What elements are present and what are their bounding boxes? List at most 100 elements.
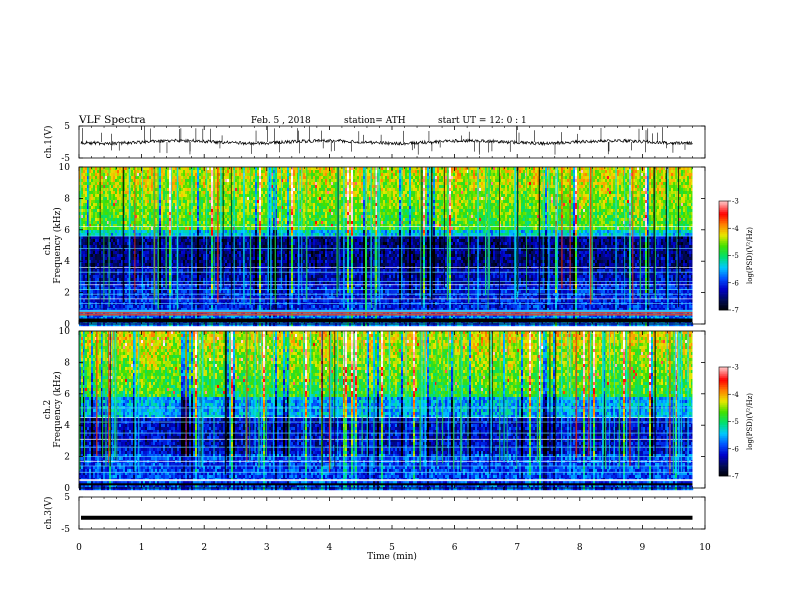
spectrogram-cell <box>621 173 623 176</box>
spectrogram-cell <box>581 176 583 179</box>
spectrogram-cell <box>257 182 259 185</box>
spectrogram-cell <box>663 173 665 176</box>
spectrogram-cell <box>535 200 537 203</box>
spectrogram-cell <box>317 200 319 203</box>
spectrogram-cell <box>599 188 601 191</box>
spectrogram-cell <box>483 182 485 185</box>
spectrogram-cell <box>293 167 295 170</box>
spectrogram-cell <box>637 170 639 173</box>
spectrogram-cell <box>349 188 351 191</box>
spectrogram-cell <box>85 203 87 206</box>
spectrogram-cell <box>309 182 311 185</box>
spectrogram-cell <box>295 194 297 197</box>
spectrogram-cell <box>199 188 201 191</box>
spectrogram-cell <box>159 182 161 185</box>
spectrogram-cell <box>627 182 629 185</box>
spectrogram-cell <box>227 185 229 188</box>
spectrogram-cell <box>579 188 581 191</box>
spectrogram-cell <box>163 197 165 200</box>
spectrogram-cell <box>411 197 413 200</box>
spectrogram-cell <box>101 197 103 200</box>
spectrogram-cell <box>469 173 471 176</box>
spectrogram-cell <box>681 170 683 173</box>
spectrogram-cell <box>265 197 267 200</box>
spectrogram-cell <box>81 182 83 185</box>
spectrogram-cell <box>575 173 577 176</box>
spectrogram-cell <box>455 179 457 182</box>
spectrogram-cell <box>277 176 279 179</box>
spectrogram-cell <box>535 197 537 200</box>
spectrogram-cell <box>493 185 495 188</box>
spectrogram-cell <box>105 182 107 185</box>
spectrogram-cell <box>115 182 117 185</box>
spectrogram-cell <box>321 170 323 173</box>
spectrogram-cell <box>251 188 253 191</box>
spectrogram-cell <box>407 188 409 191</box>
spectrogram-cell <box>399 197 401 200</box>
spectrogram-cell <box>473 170 475 173</box>
spectrogram-cell <box>559 170 561 173</box>
spectrogram-cell <box>353 176 355 179</box>
spectrogram-cell <box>437 191 439 194</box>
spectrogram-cell <box>651 200 653 203</box>
spectrogram-cell <box>183 194 185 197</box>
spectrogram-cell <box>253 179 255 182</box>
spectrogram-cell <box>113 182 115 185</box>
spectrogram-cell <box>475 176 477 179</box>
spectrogram-cell <box>545 194 547 197</box>
spectrogram-cell <box>505 197 507 200</box>
spectrogram-cell <box>493 170 495 173</box>
spectrogram-cell <box>105 203 107 206</box>
spectrogram-cell <box>417 185 419 188</box>
spectrogram-cell <box>553 179 555 182</box>
spectrogram-cell <box>527 179 529 182</box>
spectrogram-cell <box>329 182 331 185</box>
spectrogram-cell <box>187 170 189 173</box>
spectrogram-cell <box>159 188 161 191</box>
spectrogram-cell <box>209 188 211 191</box>
spectrogram-cell <box>95 200 97 203</box>
spectrogram-cell <box>97 170 99 173</box>
spectrogram-cell <box>237 200 239 203</box>
spectrogram-cell <box>461 173 463 176</box>
spectrogram-cell <box>195 179 197 182</box>
spectrogram-cell <box>333 176 335 179</box>
spectrogram-cell <box>385 191 387 194</box>
spectrogram-cell <box>215 176 217 179</box>
spectrogram-cell <box>587 179 589 182</box>
spectrogram-cell <box>455 173 457 176</box>
spectrogram-cell <box>657 194 659 197</box>
spectrogram-cell <box>417 200 419 203</box>
spectrogram-cell <box>327 173 329 176</box>
spectrogram-cell <box>641 188 643 191</box>
spectrogram-cell <box>251 191 253 194</box>
spectrogram-cell <box>183 188 185 191</box>
spectrogram-cell <box>625 170 627 173</box>
spectrogram-cell <box>599 191 601 194</box>
spectrogram-cell <box>295 188 297 191</box>
spectrogram-cell <box>363 188 365 191</box>
spectrogram-cell <box>385 182 387 185</box>
spectrogram-cell <box>625 191 627 194</box>
spectrogram-cell <box>333 191 335 194</box>
spectrogram-cell <box>113 197 115 200</box>
spectrogram-cell <box>503 182 505 185</box>
spectrogram-cell <box>313 176 315 179</box>
spectrogram-cell <box>441 197 443 200</box>
spectrogram-cell <box>347 191 349 194</box>
spectrogram-cell <box>331 194 333 197</box>
spectrogram-cell <box>661 167 663 170</box>
spectrogram-cell <box>173 200 175 203</box>
spectrogram-cell <box>81 167 83 170</box>
spectrogram-cell <box>681 185 683 188</box>
spectrogram-cell <box>387 191 389 194</box>
spectrogram-cell <box>143 188 145 191</box>
spectrogram-cell <box>315 200 317 203</box>
spectrogram-cell <box>265 194 267 197</box>
spectrogram-cell <box>575 179 577 182</box>
spectrogram-cell <box>475 179 477 182</box>
spectrogram-cell <box>259 170 261 173</box>
spectrogram-cell <box>199 167 201 170</box>
spectrogram-cell <box>535 167 537 170</box>
spectrogram-cell <box>381 197 383 200</box>
